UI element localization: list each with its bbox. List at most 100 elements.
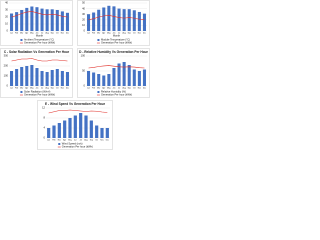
x-tick-label: Apr [25, 86, 28, 89]
bar [105, 128, 109, 138]
bar [25, 66, 29, 86]
bar [60, 11, 64, 31]
x-tick-label: Sep [90, 139, 93, 141]
bar [30, 65, 34, 86]
legend-label: Generation Per hour (kWh) [101, 93, 132, 97]
x-axis-label: Month [36, 34, 44, 38]
x-tick-label: Feb [15, 32, 18, 34]
y-tick-label: 50 [82, 69, 85, 73]
bar [10, 71, 14, 86]
x-tick-label: Jun [36, 87, 39, 89]
line [88, 65, 145, 69]
chart: C - Solar Radiation Vs Generation Per Ho… [0, 48, 73, 98]
bar [142, 13, 146, 32]
x-tick-label: Aug [84, 138, 87, 141]
y-tick-label: 0 [84, 29, 86, 33]
x-tick-label: Nov [138, 87, 141, 89]
legend-label: Module Temperature (°C) [101, 38, 130, 42]
bar [84, 115, 88, 138]
x-tick-label: Feb [52, 139, 55, 141]
x-tick-label: Oct [56, 31, 59, 34]
bar [117, 8, 121, 32]
bar [92, 12, 96, 31]
bar [112, 68, 116, 86]
x-tick-label: Feb [92, 87, 95, 89]
x-tick-label: Apr [102, 31, 105, 34]
x-tick-label: Jun [113, 87, 116, 89]
x-tick-label: May [30, 87, 33, 89]
x-tick-label: Oct [95, 138, 98, 141]
legend-label: Generation Per hour (kWh) [101, 41, 132, 45]
chart: 0 10 20 30 40 Jan Feb Mar Apr May Jun Jul Aug Sep Oct N… [0, 0, 73, 46]
bar [102, 75, 106, 86]
chart-title: C - Solar Radiation Vs Generation Per Ho… [4, 50, 70, 54]
x-tick-label: Mar [20, 32, 23, 34]
x-tick-label: Oct [56, 86, 59, 89]
x-tick-label: Aug [123, 86, 126, 89]
x-tick-label: Aug [46, 31, 49, 34]
x-tick-label: Jan [87, 32, 90, 34]
y-tick-label: 0 [84, 84, 86, 88]
x-tick-label: Dec [143, 32, 146, 34]
bar [132, 69, 136, 86]
legend-label: Solar Radiation (W/m²) [24, 90, 51, 94]
bar [87, 14, 91, 31]
y-tick-label: 10 [82, 23, 85, 27]
bar [55, 69, 59, 86]
bar [10, 13, 14, 31]
y-tick-label: 12 [42, 106, 45, 110]
x-tick-label: Jul [41, 32, 44, 34]
y-tick-label: 100 [4, 74, 9, 78]
y-tick-label: 20 [5, 15, 8, 19]
x-tick-label: Jan [47, 139, 50, 141]
y-tick-label: 10 [5, 22, 8, 26]
bar [112, 6, 116, 31]
bar [132, 10, 136, 32]
bar [40, 8, 44, 32]
x-tick-label: Oct [133, 86, 136, 89]
bar [100, 128, 104, 138]
x-tick-label: Oct [133, 31, 136, 34]
bar [63, 120, 67, 138]
y-tick-label: 20 [82, 17, 85, 21]
bar [97, 74, 101, 86]
legend-swatch [58, 143, 61, 145]
x-tick-label: Jul [80, 139, 83, 141]
bar [137, 71, 141, 86]
y-tick-label: 0 [7, 29, 9, 33]
y-tick-label: 40 [5, 1, 8, 5]
legend-label: Ambient Temperature (°C) [24, 38, 54, 42]
y-tick-label: 40 [82, 6, 85, 10]
bar [89, 120, 93, 138]
legend-swatch [97, 39, 100, 41]
x-tick-label: Jan [10, 32, 13, 34]
legend-swatch [20, 91, 23, 93]
x-tick-label: Dec [66, 87, 69, 89]
x-tick-label: Nov [61, 32, 64, 34]
legend-label: Generation Per hour (kWh) [24, 93, 55, 97]
legend-label: Generation Per hour (kWh) [24, 41, 55, 45]
bar [15, 12, 19, 32]
x-tick-label: Jul [41, 87, 44, 89]
y-tick-label: 100 [81, 54, 86, 58]
bar [50, 70, 54, 86]
bar [122, 9, 126, 31]
line [11, 58, 68, 62]
bar [52, 125, 56, 138]
bar [20, 10, 24, 31]
bar [107, 74, 111, 86]
bar [137, 11, 141, 32]
x-tick-label: May [68, 139, 71, 141]
x-tick-label: Mar [58, 139, 61, 141]
bar [95, 125, 99, 138]
chart: E - Wind Speed Vs Generation Per Hour 0 4 8… [37, 100, 113, 150]
bar [20, 67, 24, 86]
bar [87, 71, 91, 86]
bar [107, 5, 111, 32]
y-tick-label: 300 [4, 54, 9, 58]
x-tick-label: Sep [128, 32, 131, 34]
line [48, 109, 108, 114]
bar [92, 72, 96, 86]
bar [30, 6, 34, 31]
